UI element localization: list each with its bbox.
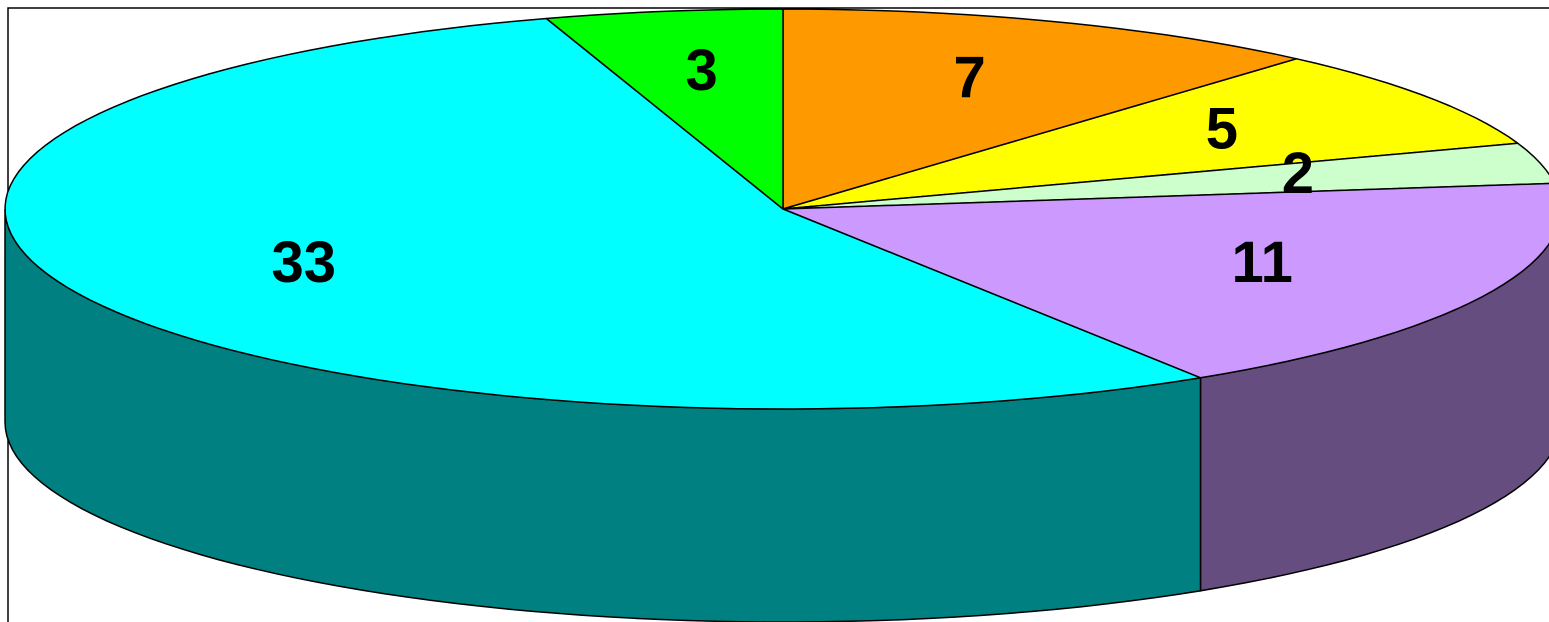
pie-tops: [4, 8, 1549, 410]
pie-slice-2: [782, 142, 1549, 210]
pie-slice-7: [782, 8, 1298, 210]
data-label-5: 5: [1206, 96, 1238, 161]
pie-slice-5: [782, 58, 1519, 210]
pie-slice-11: [782, 182, 1549, 379]
data-label-11: 11: [1232, 230, 1293, 295]
data-label-33: 33: [272, 230, 337, 295]
pie-slice-33: [4, 17, 1202, 410]
data-label-7: 7: [953, 45, 985, 110]
pie-slice-3: [545, 8, 784, 210]
data-label-3: 3: [685, 38, 717, 103]
data-label-2: 2: [1282, 141, 1314, 206]
